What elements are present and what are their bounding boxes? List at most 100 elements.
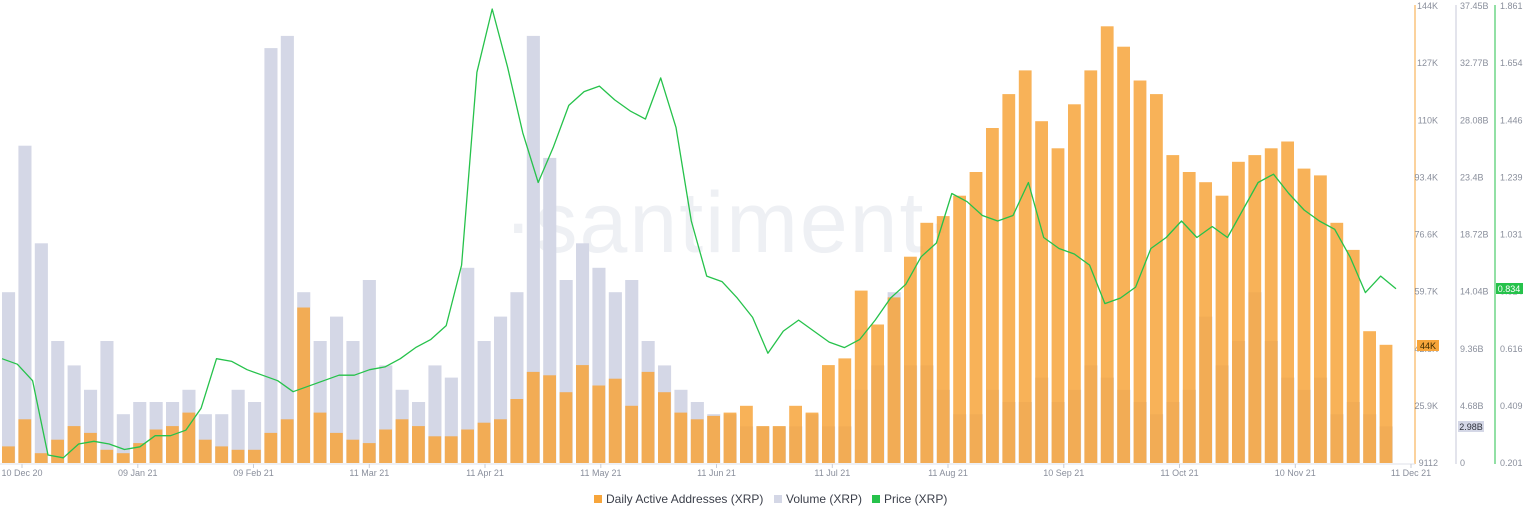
daa-bar <box>690 419 704 463</box>
daa-bar <box>871 324 884 463</box>
daa-bar <box>608 378 622 463</box>
daa-bar <box>1117 46 1130 463</box>
volume-bar <box>100 341 114 463</box>
daa-bar <box>149 429 163 463</box>
daa-bar <box>936 216 950 463</box>
watermark: ·santiment· <box>504 175 956 271</box>
price-tick-label: 1.031 <box>1500 230 1523 240</box>
x-tick-label: 11 Apr 21 <box>466 468 504 478</box>
volume-tick-label: 18.72B <box>1460 230 1489 240</box>
x-tick-label: 10 Sep 21 <box>1043 468 1084 478</box>
legend-label-daa: Daily Active Addresses (XRP) <box>606 492 763 506</box>
daa-bar <box>789 405 802 463</box>
daa-bar <box>2 446 15 463</box>
daa-bar <box>1182 172 1196 463</box>
x-tick-label: 11 Mar 21 <box>349 468 389 478</box>
daa-bar <box>133 443 146 463</box>
legend-label-price: Price (XRP) <box>884 492 947 506</box>
daa-tick-label: 76.6K <box>1414 230 1438 240</box>
daa-bar <box>920 222 934 463</box>
daa-bar <box>34 453 48 463</box>
daa-current-badge: 44K <box>1417 340 1439 351</box>
daa-bar <box>182 412 196 463</box>
daa-tick-label: 144K <box>1417 1 1438 11</box>
x-tick-label: 10 Nov 21 <box>1275 468 1316 478</box>
volume-bar <box>34 243 48 463</box>
daa-bar <box>1150 94 1163 463</box>
daa-bar <box>1018 70 1032 464</box>
daa-bar <box>953 195 966 463</box>
legend: Daily Active Addresses (XRP) Volume (XRP… <box>594 492 947 506</box>
x-tick-label: 11 Dec 21 <box>1391 468 1431 478</box>
daa-bar <box>494 419 507 463</box>
x-tick-label: 11 Oct 21 <box>1160 468 1198 478</box>
daa-tick-label: 59.7K <box>1414 287 1438 297</box>
daa-bar <box>1166 155 1180 463</box>
daa-bar <box>723 412 737 463</box>
daa-bar <box>1133 80 1147 463</box>
daa-bar <box>280 419 294 463</box>
price-tick-label: 1.239 <box>1500 172 1523 182</box>
legend-item-volume[interactable]: Volume (XRP) <box>774 492 862 506</box>
daa-bar <box>592 385 606 463</box>
daa-bar <box>1051 148 1065 464</box>
volume-bar <box>116 414 130 463</box>
daa-bar <box>379 429 392 463</box>
daa-tick-label: 25.9K <box>1414 401 1438 411</box>
volume-bar <box>51 341 65 463</box>
volume-tick-label: 9.36B <box>1460 344 1484 354</box>
daa-bar <box>854 290 868 463</box>
daa-bar <box>1035 121 1048 463</box>
daa-bar <box>772 426 786 463</box>
daa-bar <box>510 399 524 463</box>
daa-bars <box>2 26 1393 464</box>
volume-bar <box>280 35 294 464</box>
daa-bar <box>477 422 491 463</box>
daa-bar <box>576 365 589 463</box>
x-tick-label: 09 Feb 21 <box>233 468 274 478</box>
daa-bar <box>412 426 425 463</box>
volume-tick-label: 32.77B <box>1460 58 1489 68</box>
daa-bar <box>526 371 540 463</box>
volume-bar <box>330 316 344 463</box>
price-current-value: 0.834 <box>1498 284 1521 294</box>
volume-bar <box>248 402 262 463</box>
volume-tick-label: 4.68B <box>1460 401 1484 411</box>
x-tick-label: 11 Aug 21 <box>928 468 968 478</box>
daa-bar <box>756 426 770 463</box>
volume-tick-label: 23.4B <box>1460 172 1484 182</box>
daa-tick-label: 127K <box>1417 58 1438 68</box>
legend-swatch-price <box>872 495 880 503</box>
volume-bar <box>461 267 475 463</box>
daa-current-value: 44K <box>1420 341 1436 351</box>
price-tick-label: 1.654 <box>1500 58 1523 68</box>
daa-bar <box>198 439 212 463</box>
x-tick-label: 11 Jun 21 <box>697 468 736 478</box>
legend-item-price[interactable]: Price (XRP) <box>872 492 947 506</box>
daa-bar <box>1297 168 1311 463</box>
daa-bar <box>1215 195 1229 463</box>
legend-label-volume: Volume (XRP) <box>786 492 862 506</box>
volume-bar <box>264 48 278 463</box>
legend-item-daa[interactable]: Daily Active Addresses (XRP) <box>594 492 763 506</box>
x-tick-label: 10 Dec 20 <box>1 468 42 478</box>
daa-bar <box>674 412 688 463</box>
daa-bar <box>740 405 753 463</box>
daa-bar <box>707 415 720 463</box>
volume-current-value: 2.98B <box>1459 422 1483 432</box>
volume-bar <box>18 145 32 463</box>
volume-bar <box>526 35 540 464</box>
volume-tick-label: 28.08B <box>1460 115 1489 125</box>
daa-bar <box>641 371 655 463</box>
daa-bar <box>658 392 671 463</box>
daa-bar <box>1314 175 1327 463</box>
x-axis-ticks: 10 Dec 20 09 Jan 21 09 Feb 21 11 Mar 21 11 A… <box>1 464 1431 478</box>
daa-bar <box>1232 161 1245 464</box>
volume-tick-label: 37.45B <box>1460 1 1489 11</box>
volume-tick-label: 14.04B <box>1460 287 1489 297</box>
daa-bar <box>1379 344 1393 463</box>
daa-bar <box>116 453 130 463</box>
daa-bar <box>346 439 360 463</box>
daa-bar <box>313 412 327 463</box>
